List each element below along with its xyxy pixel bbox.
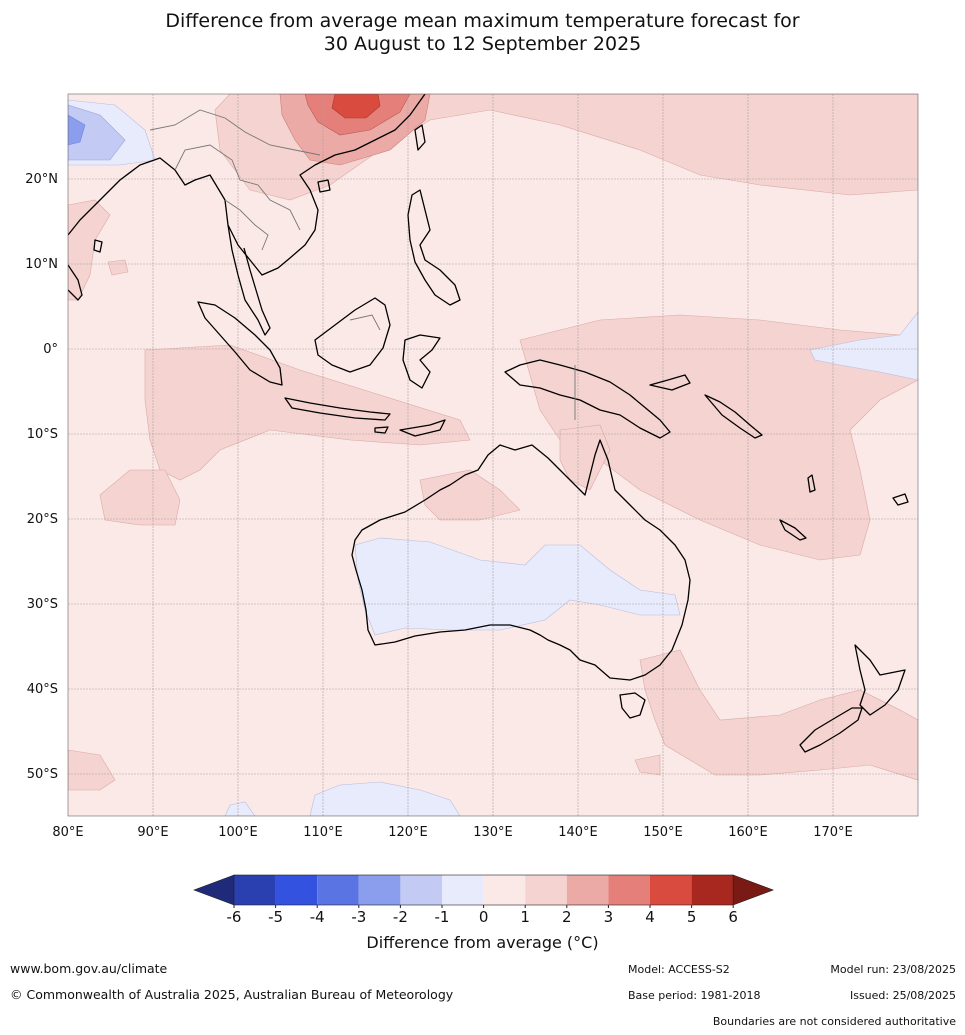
colorbar-label: Difference from average (°C) [366,933,599,952]
new-britain-coastline [649,374,691,391]
country-borders [149,109,576,420]
colorbar-bin [234,875,276,905]
lat-label: 20°S [27,512,58,527]
lat-label: 10°N [25,257,58,272]
colorbar-bin [691,875,734,905]
colorbar-tick-label: 2 [562,908,572,926]
map-title: Difference from average mean maximum tem… [0,10,965,56]
mainland-asia-coastline [68,94,426,276]
lon-label: 100°E [218,825,258,840]
new-caledonia-coastline [779,519,807,541]
sulawesi-coastline [402,334,441,389]
colorbar-tick-label: -2 [393,908,408,926]
new-guinea-coastline [504,359,671,439]
lat-label: 10°S [27,427,58,442]
issued-text: Issued: 25/08/2025 [849,989,956,1002]
colorbar-tick-label: 1 [520,908,530,926]
colorbar-bin [566,875,609,905]
fiji-coastline [892,493,909,506]
timor-coastline [399,419,446,437]
australia-coastline [351,439,691,681]
lat-label: 20°N [25,172,58,187]
lon-label: 110°E [303,825,343,840]
java-coastline [284,397,391,421]
colorbar-tick-label: 3 [604,908,614,926]
website-link[interactable]: www.bom.gov.au/climate [10,961,168,976]
model-text: Model: ACCESS-S2 [628,963,730,976]
colorbar-tick-label: 6 [728,908,738,926]
colorbar-bin [483,875,526,905]
colorbar-bin [608,875,650,905]
axis-labels: 20°N 10°N 0° 10°S 20°S 30°S 40°S 50°S 80… [25,172,853,840]
lon-label: 140°E [558,825,598,840]
sumba-coastline [374,426,389,434]
title-line-1: Difference from average mean maximum tem… [165,10,800,32]
lon-label: 80°E [52,825,83,840]
vanuatu-coastline [807,474,816,493]
title-line-2: 30 August to 12 September 2025 [323,33,642,55]
anomaly-minus1-to-minus2-zone [68,104,126,161]
lon-label: 150°E [643,825,683,840]
colorbar-extend-high [732,874,775,906]
colorbar-tick-label: -6 [227,908,242,926]
lon-label: 160°E [728,825,768,840]
colorbar-tick-label: -4 [310,908,325,926]
colorbar-tick-label: 0 [479,908,489,926]
coastlines [68,94,909,753]
lat-label: 50°S [27,767,58,782]
copyright-text: © Commonwealth of Australia 2025, Austra… [10,987,454,1002]
tasmania-coastline [619,692,646,719]
colorbar: -6 -5 -4 -3 -2 -1 0 1 2 3 4 5 6 [193,874,775,926]
borneo-coastline [314,297,391,373]
colorbar-extend-low [193,874,235,906]
solomon-islands-coastline [704,394,763,439]
base-period-text: Base period: 1981-2018 [628,989,761,1002]
taiwan-coastline [414,124,426,151]
india-coastline [68,264,83,301]
lat-label: 40°S [27,682,58,697]
lon-label: 120°E [388,825,428,840]
colorbar-bin [358,875,401,905]
south-island-nz-coastline [799,707,863,753]
lon-label: 90°E [137,825,168,840]
lat-label: 30°S [27,597,58,612]
colorbar-tick-label: 4 [645,908,655,926]
lon-label: 170°E [813,825,853,840]
colorbar-bin [400,875,442,905]
colorbar-bin [442,875,484,905]
colorbar-tick-label: -5 [268,908,283,926]
anomaly-4-to-5-zone [331,94,381,119]
graticule [68,94,918,816]
anomaly-minus2-to-minus3-zone [68,114,86,146]
malay-peninsula-coastline [227,224,271,336]
colorbar-bin [275,875,318,905]
colorbar-tick-label: -3 [351,908,366,926]
colorbar-bin [317,875,359,905]
colorbar-bin [525,875,567,905]
colorbar-tick-label: -1 [435,908,450,926]
lat-label: 0° [43,342,58,357]
sri-lanka-coastline [93,239,103,253]
north-island-nz-coastline [854,644,906,716]
colorbar-bin [650,875,692,905]
lon-label: 130°E [473,825,513,840]
map-frame [67,93,919,817]
colorbar-tick-label: 5 [687,908,697,926]
hainan-coastline [317,179,331,193]
disclaimer-text: Boundaries are not considered authoritat… [712,1015,956,1028]
philippines-coastline [407,189,461,306]
sumatra-coastline [197,301,283,386]
model-run-text: Model run: 23/08/2025 [830,963,956,976]
